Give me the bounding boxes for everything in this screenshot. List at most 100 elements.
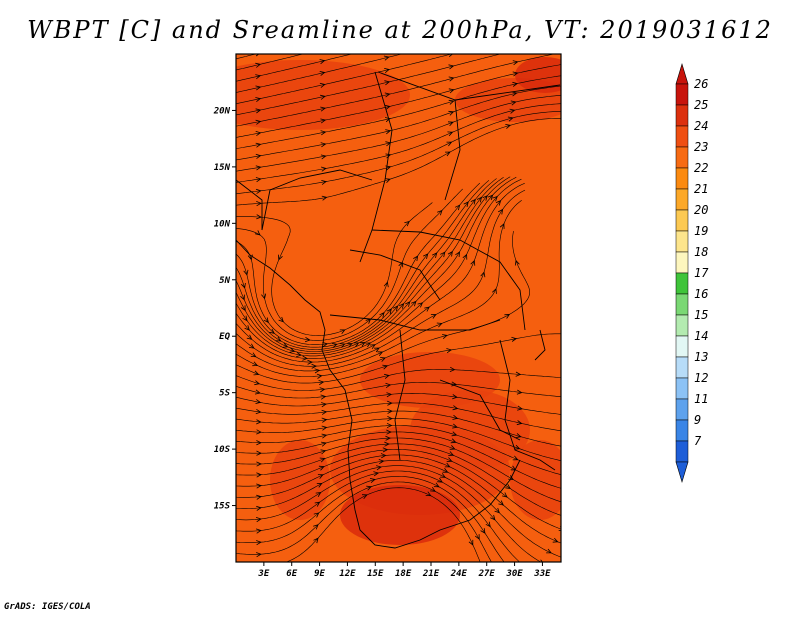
streamline-arrow xyxy=(256,564,261,568)
streamline-arrow xyxy=(487,194,494,201)
streamline xyxy=(236,85,561,161)
streamline-arrow xyxy=(385,129,392,135)
streamline xyxy=(236,443,561,516)
streamline-arrow xyxy=(319,59,326,65)
streamline-arrow xyxy=(502,492,508,498)
streamline-arrow xyxy=(246,334,253,340)
colorbar-swatch xyxy=(675,272,689,295)
streamline-arrow xyxy=(480,271,486,278)
colorbar-label: 15 xyxy=(694,308,708,322)
streamline-arrow xyxy=(511,336,518,342)
lat-tick-label: 10N xyxy=(214,219,231,229)
lat-tick-label: 10S xyxy=(214,445,231,455)
streamline xyxy=(236,476,505,562)
streamline-arrow xyxy=(378,459,385,465)
streamline-arrow xyxy=(321,402,327,408)
streamline-arrow xyxy=(455,251,460,258)
streamline-arrow xyxy=(499,223,505,229)
lat-tick-label: 5S xyxy=(219,389,230,399)
streamline-arrow xyxy=(515,371,522,377)
streamline-arrow xyxy=(385,435,391,441)
streamline-arrow xyxy=(432,252,438,258)
streamline-arrow xyxy=(514,444,521,450)
credit-text: GrADS: IGES/COLA xyxy=(4,602,91,612)
streamline xyxy=(236,460,561,558)
streamline-arrow xyxy=(278,254,283,261)
streamline-arrow xyxy=(369,478,376,484)
streamline-arrow xyxy=(313,537,319,544)
streamline xyxy=(236,64,561,138)
streamline-arrow xyxy=(446,348,453,354)
lat-tick-label: 20N xyxy=(213,106,231,116)
streamline-arrow xyxy=(450,438,457,444)
streamline-arrow xyxy=(317,474,324,479)
colorbar-label: 14 xyxy=(694,329,708,343)
streamline xyxy=(236,392,561,415)
streamline-arrow xyxy=(243,269,249,276)
streamline-arrow xyxy=(316,482,323,488)
streamline-arrow xyxy=(256,419,262,425)
streamline-arrow xyxy=(440,251,446,258)
border-line xyxy=(371,229,526,331)
country-borders xyxy=(236,71,561,549)
lat-tick-label: 15S xyxy=(214,502,231,512)
streamline-arrow xyxy=(492,288,497,294)
lon-tick-label: 12E xyxy=(339,569,356,579)
streamline-arrow xyxy=(256,429,262,435)
border-line xyxy=(377,71,461,201)
streamline-arrow xyxy=(515,433,522,438)
streamline-arrow xyxy=(314,501,321,507)
streamline-arrow xyxy=(320,142,327,148)
streamline-arrow xyxy=(321,417,328,423)
streamline xyxy=(236,176,517,357)
streamline-arrow xyxy=(512,60,519,66)
streamline-arrow xyxy=(254,389,261,395)
streamline-arrow xyxy=(424,306,430,312)
colorbar-swatch xyxy=(675,293,689,316)
streamline-arrow xyxy=(511,91,518,97)
streamline-arrow xyxy=(255,85,262,91)
streamline-arrow xyxy=(449,445,456,450)
lon-tick-label: 33E xyxy=(533,569,551,579)
streamline-arrow xyxy=(413,255,419,262)
colorbar-label: 19 xyxy=(694,224,708,238)
streamline-arrow xyxy=(275,336,282,342)
lon-tick-label: 21E xyxy=(422,569,440,579)
colorbar-label: 16 xyxy=(694,287,708,301)
colorbar-label: 24 xyxy=(694,119,708,133)
streamline-arrow xyxy=(376,465,382,471)
colorbar-label: 23 xyxy=(694,140,708,154)
lon-tick-label: 6E xyxy=(286,569,297,579)
streamline-arrow xyxy=(447,121,454,127)
streamline-arrow xyxy=(425,491,432,497)
streamline-arrow xyxy=(255,399,262,404)
streamline xyxy=(236,178,497,350)
streamline-arrow xyxy=(311,363,318,369)
colorbar-label: 12 xyxy=(694,371,708,385)
streamline-arrow xyxy=(361,494,368,499)
streamline xyxy=(236,111,561,195)
streamline xyxy=(236,333,561,384)
streamline-arrow xyxy=(366,485,373,491)
streamline xyxy=(236,189,526,367)
streamline-arrow xyxy=(321,180,328,185)
streamlines xyxy=(236,54,561,568)
streamline-arrow xyxy=(254,230,261,236)
streamline xyxy=(236,54,257,60)
streamline-arrow xyxy=(516,420,523,426)
streamline-arrow xyxy=(482,195,488,201)
streamline-arrow xyxy=(379,311,385,318)
streamline-arrow xyxy=(442,468,449,473)
streamline xyxy=(236,54,304,71)
streamline-arrow xyxy=(240,305,246,312)
colorbar-bottom-arrow xyxy=(675,461,689,484)
streamline-arrow xyxy=(423,253,429,259)
colorbar-label: 18 xyxy=(694,245,708,259)
streamline xyxy=(236,382,561,399)
streamline-arrow xyxy=(319,71,326,76)
streamline-arrow xyxy=(405,301,411,307)
streamline-arrow xyxy=(514,259,520,266)
colorbar-swatch xyxy=(675,209,689,232)
streamline xyxy=(236,94,561,172)
field-patch xyxy=(340,485,460,545)
